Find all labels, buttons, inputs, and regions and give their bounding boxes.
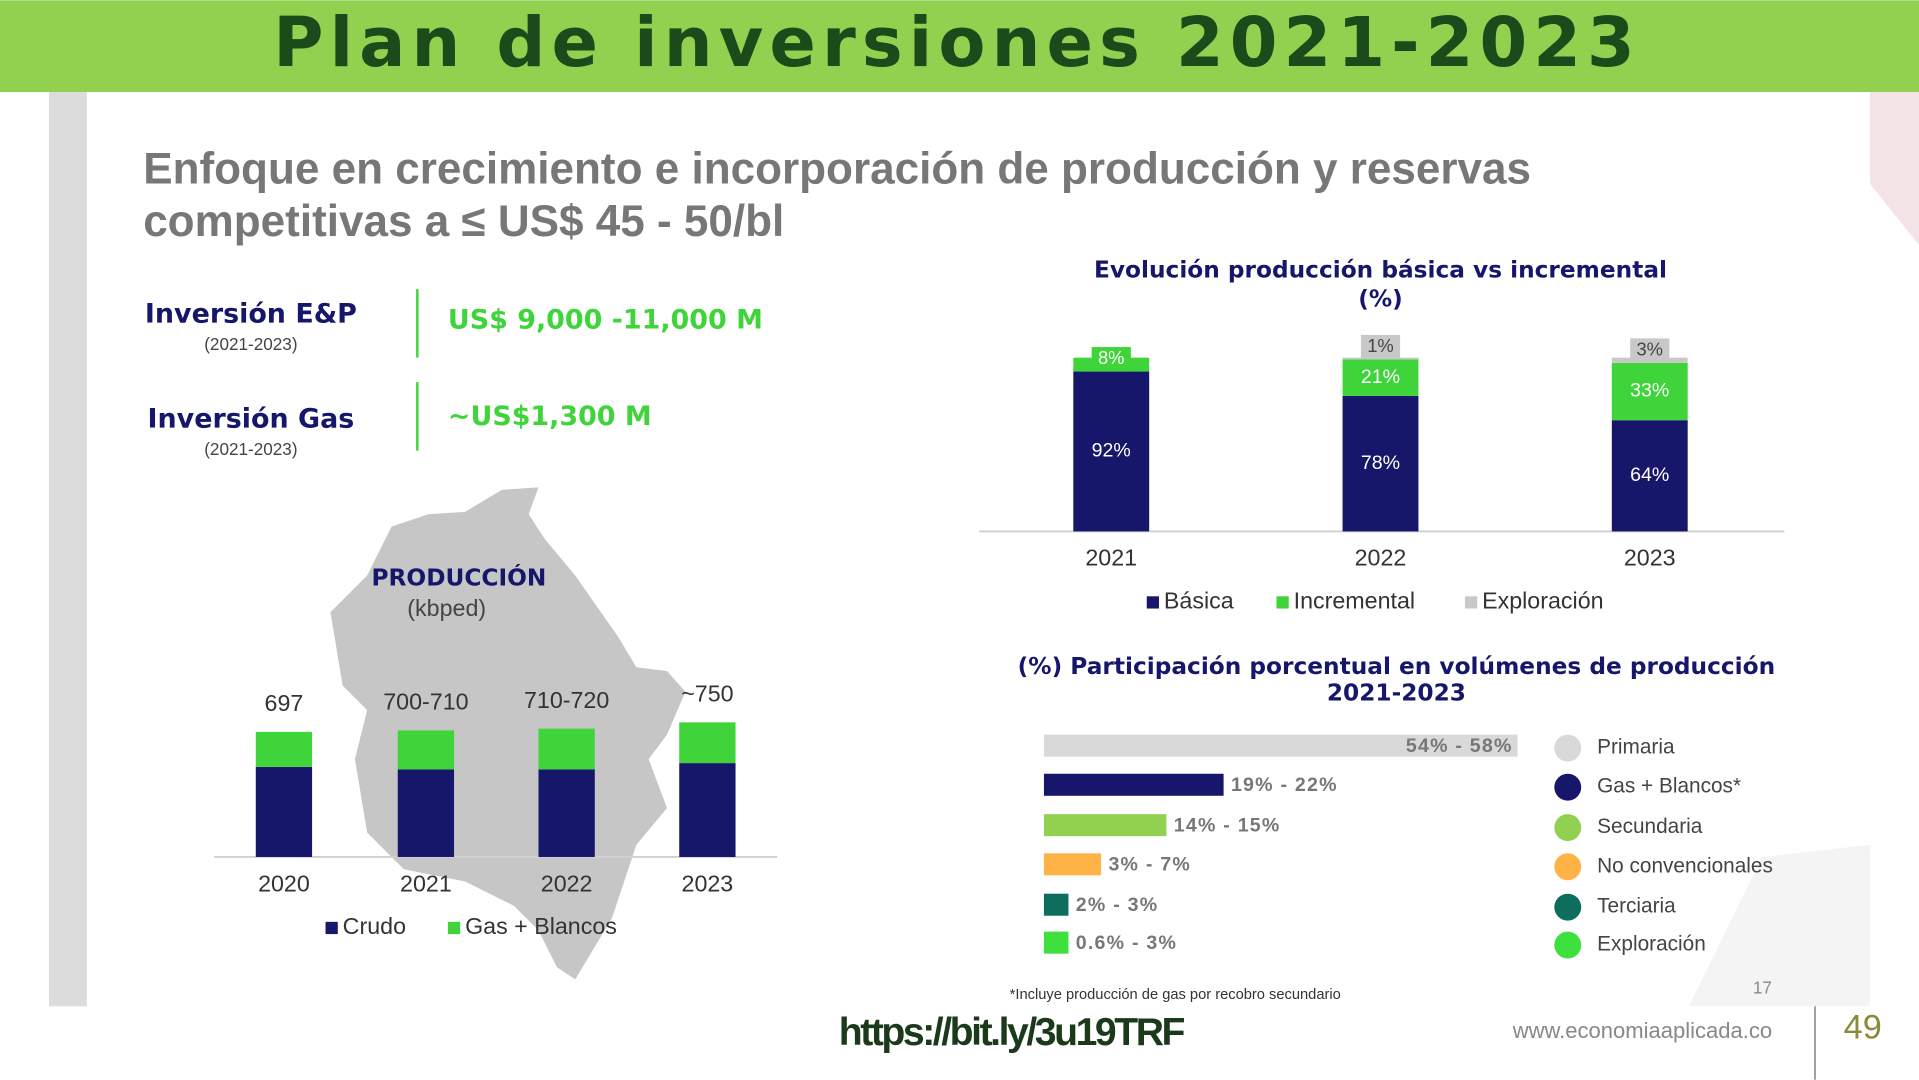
x-tick-label: 2020 [258,870,310,896]
slide-number: 17 [1753,978,1772,998]
data-label: 1% [1367,335,1394,356]
label-box [1360,334,1401,360]
bar [1043,853,1102,876]
legend-swatch [1146,596,1159,609]
data-label: 0.6% - 3% [1076,932,1177,954]
legend-swatch [325,921,338,935]
x-tick-label: 2022 [541,870,593,896]
data-label: 64% [1630,464,1669,486]
chart-title: PRODUCCIÓN [371,564,546,592]
x-tick-label: 2023 [1624,545,1676,571]
legend-swatch [1464,596,1478,609]
bar-segment [255,731,313,767]
bar-segment [255,766,313,857]
chart-subtitle: 2021-2023 [1327,680,1466,707]
legend-label: Incremental [1294,588,1415,614]
legend-label: Exploración [1482,588,1603,614]
bar-segment [1611,362,1688,421]
bar-segment [1342,359,1419,396]
legend-label: Secundaria [1597,815,1703,838]
bar [1043,773,1224,796]
legend-label: Crudo [343,913,406,939]
header-band [0,0,1919,93]
investment-amount: US$ 9,000 -11,000 M [448,304,763,335]
legend-label: Gas + Blancos* [1597,775,1741,798]
chart-subtitle: (%) [1358,286,1403,313]
legend-label: No convencionales [1597,854,1773,877]
investment-period: (2021-2023) [204,439,297,459]
left-stripe [48,92,87,1007]
bar [1043,931,1069,954]
bar-segment [1611,420,1688,532]
legend-label: Exploración [1597,933,1706,956]
footer-page: 49 [1844,1009,1882,1047]
investment-amount: ~US$1,300 M [448,401,652,432]
bar-segment [1342,395,1419,532]
legend-swatch [447,921,461,935]
corner-decoration [1870,92,1919,246]
total-label: 710-720 [524,687,609,713]
data-label: 2% - 3% [1076,894,1159,916]
corner-shade [1688,844,1871,1007]
x-tick-label: 2023 [682,870,734,896]
legend-swatch [1276,596,1289,609]
legend-marker [1554,853,1582,881]
legend-marker [1554,773,1582,801]
legend-marker [1554,931,1582,959]
legend-marker [1554,814,1582,842]
label-box [1091,347,1131,372]
legend-label: Primaria [1597,736,1675,759]
data-label: 54% - 58% [1406,735,1513,757]
bar-segment [397,730,455,770]
bar-segment [679,722,736,764]
data-label: 92% [1092,440,1131,462]
subtitle: competitivas a ≤ US$ 45 - 50/bl [143,197,784,246]
investment-period: (2021-2023) [204,334,297,354]
subtitle: Enfoque en crecimiento e incorporación d… [143,144,1531,193]
bar-segment [679,763,736,857]
chart-subtitle: (kbped) [407,595,486,621]
legend-label: Gas + Blancos [465,913,617,939]
data-label: 8% [1098,347,1125,368]
footer-url: https://bit.ly/3u19TRF [839,1011,1185,1054]
investment-label: Inversión Gas [148,404,355,435]
legend-label: Terciaria [1597,895,1676,918]
footer-site: www.economiaaplicada.co [1512,1018,1772,1043]
x-tick-label: 2022 [1355,545,1407,571]
legend-marker [1554,734,1582,762]
bar-segment [538,769,595,857]
bar [1043,734,1518,757]
data-label: 14% - 15% [1174,815,1281,837]
total-label: 700-710 [383,689,468,715]
total-label: 697 [265,690,304,716]
data-label: 3% [1636,338,1663,359]
chart-title: (%) Participación porcentual en volúmene… [1018,653,1776,680]
x-tick-label: 2021 [400,870,452,896]
bar [1043,814,1167,837]
header-title: Plan de inversiones 2021-2023 [273,3,1641,83]
footnote: *Incluye producción de gas por recobro s… [1010,987,1341,1003]
bar-segment [397,769,455,857]
total-label: ~750 [681,681,733,707]
data-label: 21% [1361,366,1400,388]
label-box [1630,338,1670,363]
data-label: 33% [1630,380,1669,402]
x-tick-label: 2021 [1085,545,1137,571]
bar [1043,893,1069,916]
legend-marker [1554,893,1582,921]
bar-segment [538,728,595,770]
data-label: 3% - 7% [1108,854,1191,876]
chart-title: Evolución producción básica vs increment… [1094,256,1667,283]
data-label: 19% - 22% [1231,774,1338,796]
investment-label: Inversión E&P [145,298,357,329]
legend-label: Básica [1164,588,1234,614]
data-label: 78% [1361,452,1400,474]
bar-segment [1073,371,1150,532]
